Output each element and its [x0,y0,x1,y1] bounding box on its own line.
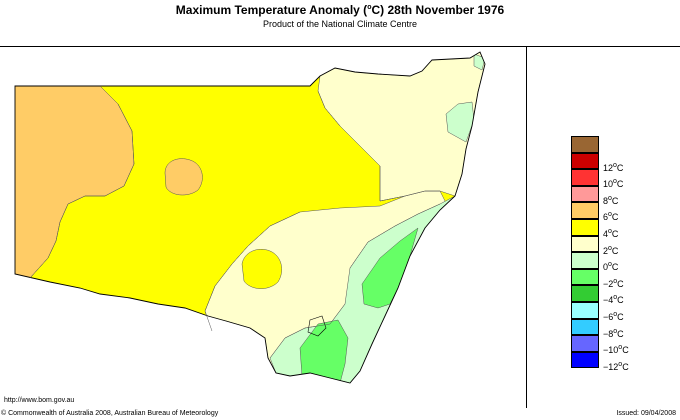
legend-label: −8oC [603,327,624,339]
legend-swatch [571,285,599,302]
source-url[interactable]: http://www.bom.gov.au [4,397,75,404]
copyright-text: © Commonwealth of Australia 2008, Austra… [1,410,219,417]
legend-item: −10oC [571,335,671,356]
legend-swatch [571,136,599,153]
legend-swatch [571,152,599,170]
legend-swatch [571,335,599,352]
legend-panel [527,46,680,408]
map-frame [0,46,527,408]
legend-item: −8oC [571,318,671,339]
legend-swatch [571,351,599,369]
legend-item: −2oC [571,268,671,289]
legend-label: −6oC [603,311,624,322]
legend-label: 10oC [603,178,624,190]
legend-item: 10oC [571,169,671,190]
legend-swatch [571,302,599,319]
legend-item: 6oC [571,202,671,223]
legend-item [571,136,671,153]
legend-swatch [571,235,599,253]
legend-label: 8oC [603,194,619,206]
legend-swatch [571,268,599,286]
anomaly-region-plus2-4-south [241,248,282,289]
map-subtitle: Product of the National Climate Centre [262,19,418,29]
legend-label: 6oC [603,211,619,223]
legend-item: −12oC [571,351,671,372]
legend-label: −2oC [603,277,624,289]
legend-item: 0oC [571,252,671,273]
issued-date: Issued: 09/04/2008 [616,410,676,417]
legend-item: 8oC [571,185,671,206]
legend-item: 12oC [571,152,671,173]
legend-item: −4oC [571,285,671,306]
anomaly-region-plus4-6-central [164,158,203,196]
legend-label: 12oC [603,161,624,173]
act-border-outline [307,315,327,337]
legend-label: 4oC [603,228,619,239]
legend-swatch [571,185,599,203]
legend-label: −4oC [603,294,624,306]
legend-swatch [571,318,599,336]
state-border-outline [14,51,486,384]
legend-swatch [571,219,599,236]
legend-swatch [571,202,599,219]
map-title: Maximum Temperature Anomaly (oC) 28th No… [175,3,505,17]
legend-item: 2oC [571,235,671,256]
legend-swatch [571,252,599,269]
legend-item: 4oC [571,219,671,239]
legend-item: −6oC [571,302,671,322]
legend-label: 0oC [603,261,619,273]
legend-label: −12oC [603,360,629,372]
contour-lines [29,85,441,359]
legend-swatch [571,169,599,186]
temperature-anomaly-map [14,51,486,384]
legend-label: −10oC [603,344,629,356]
legend-label: 2oC [603,244,619,256]
